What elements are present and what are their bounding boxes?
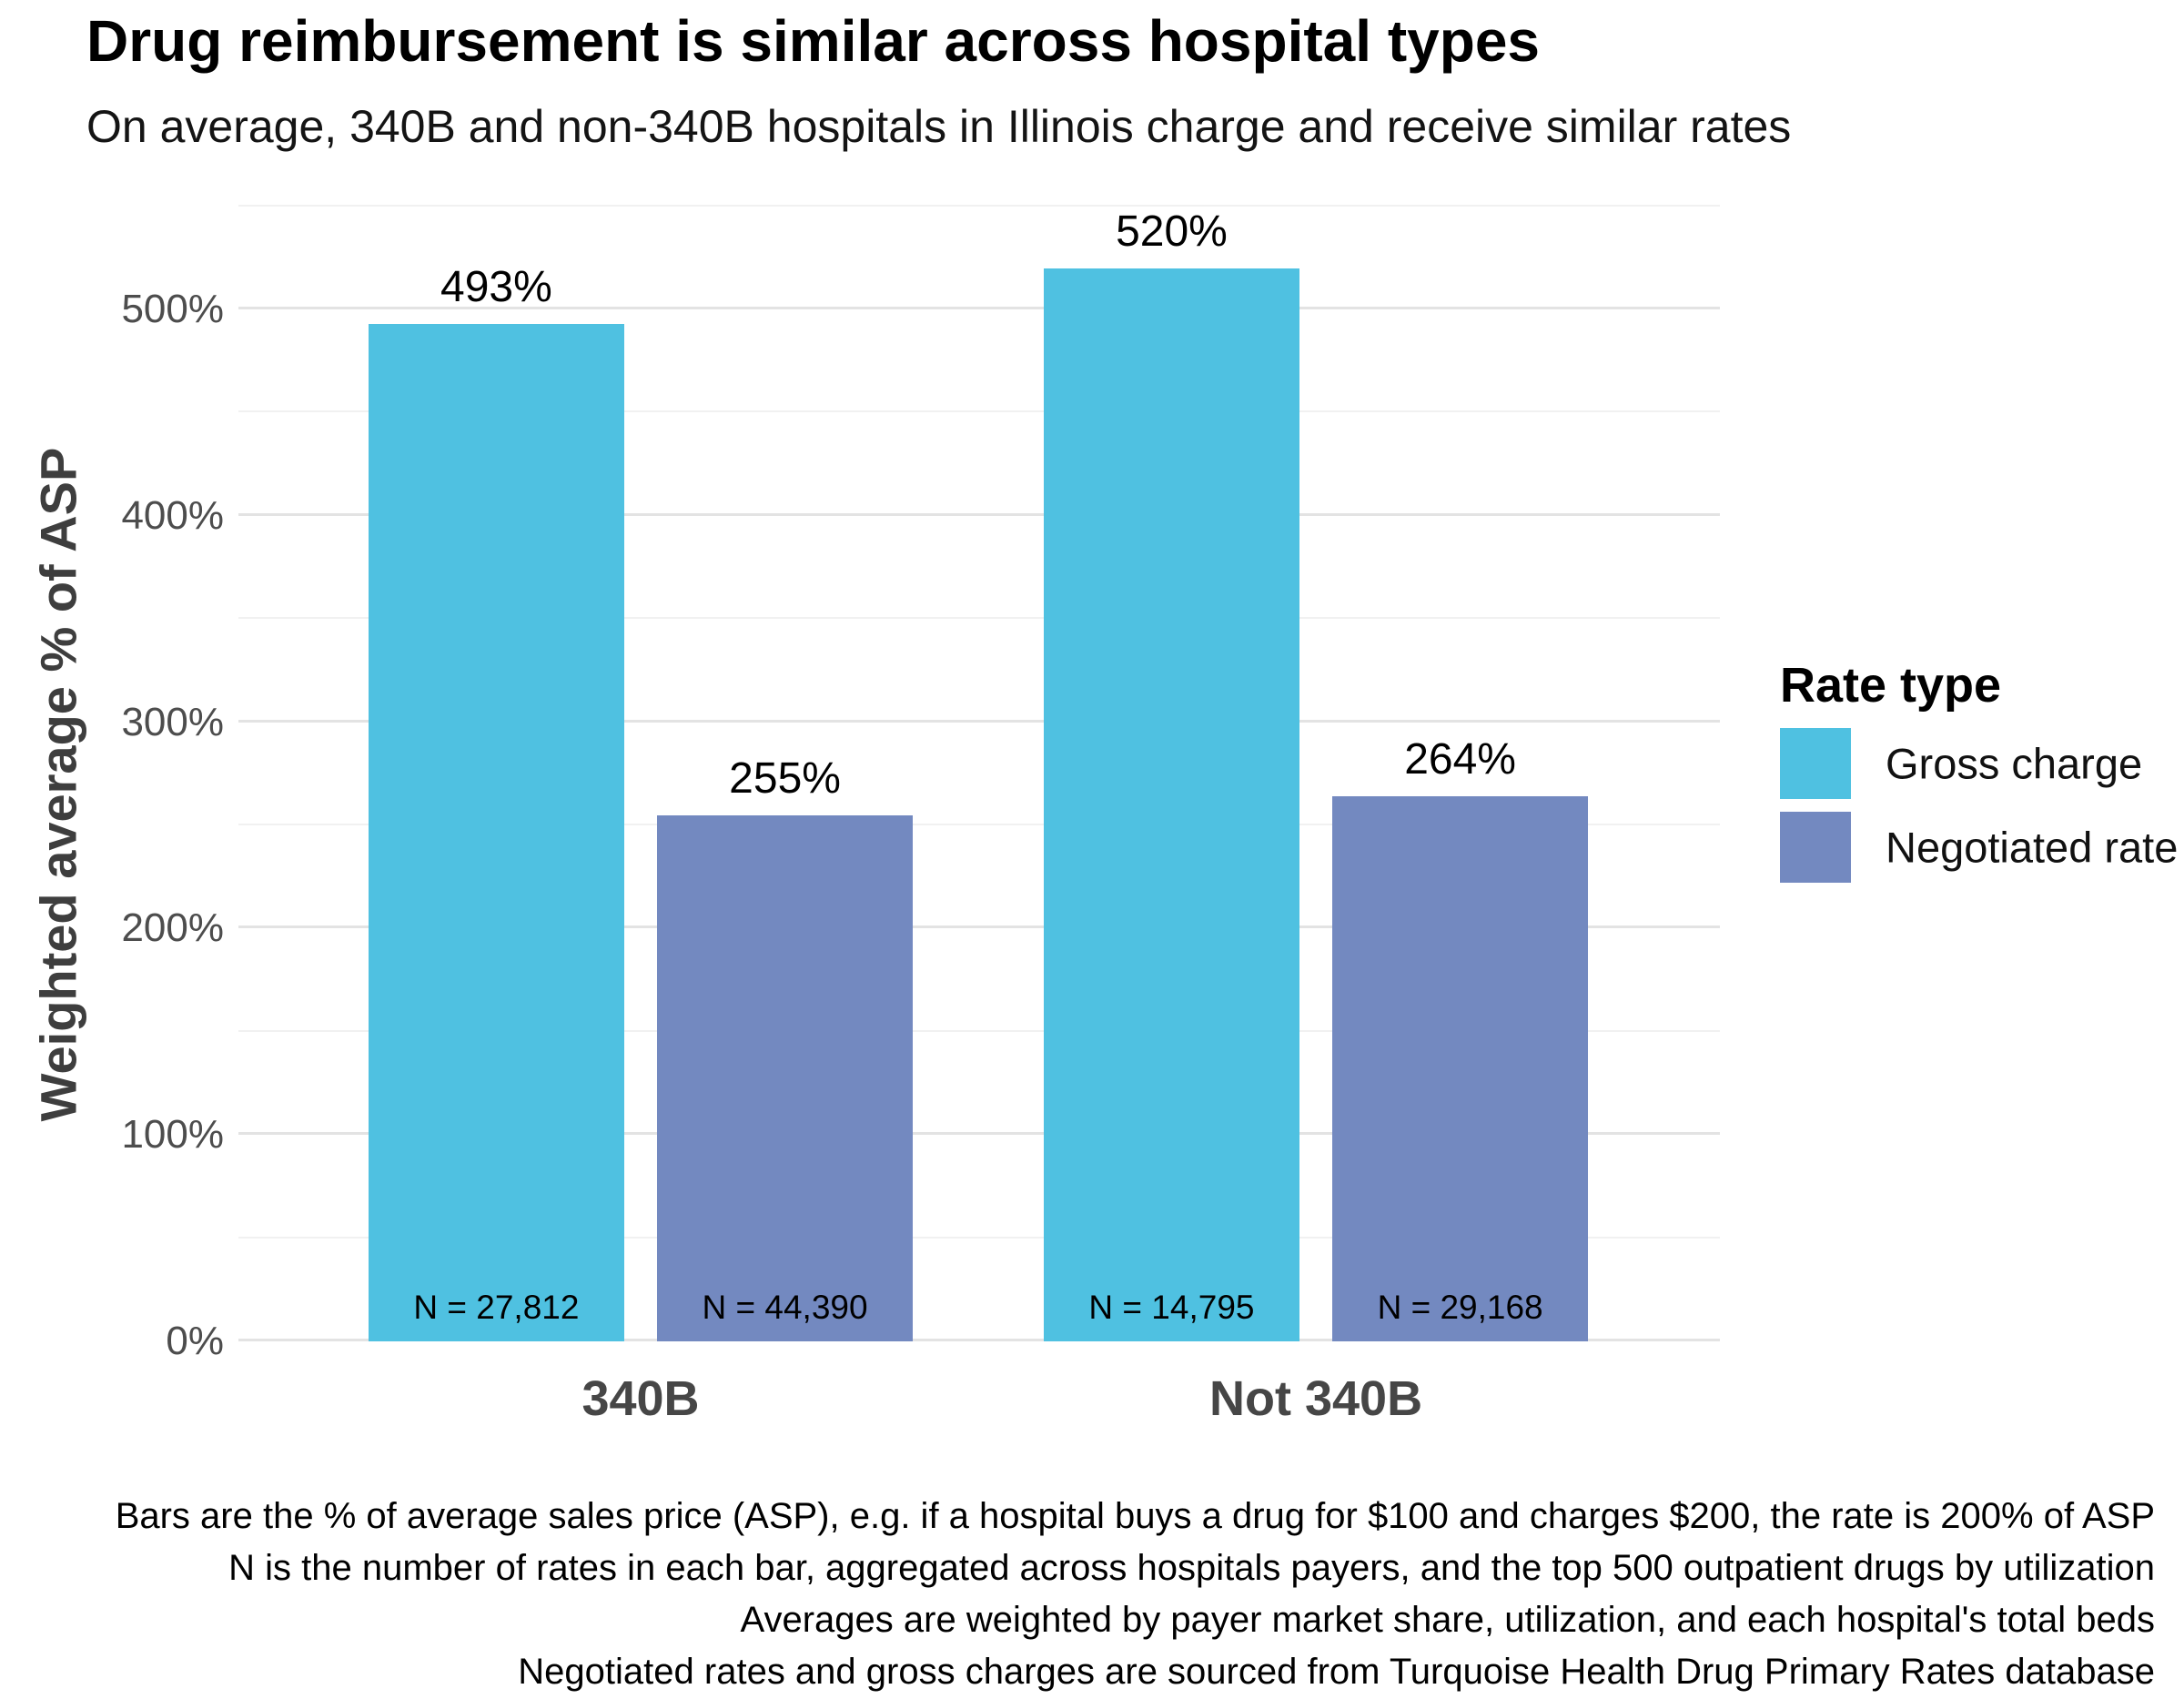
bar-value-label: 255%: [729, 753, 841, 803]
bar-n-label: N = 14,795: [1088, 1289, 1255, 1326]
chart-subtitle: On average, 340B and non-340B hospitals …: [86, 101, 1792, 152]
legend-title: Rate type: [1780, 658, 2002, 713]
gridline-major: [238, 925, 1720, 929]
gridline-major: [238, 1339, 1720, 1341]
gridline-major: [238, 307, 1720, 310]
legend-swatch-negotiated-rate: [1780, 812, 1851, 883]
gridline-minor: [238, 1029, 1720, 1032]
caption: Bars are the % of average sales price (A…: [116, 1491, 2155, 1698]
bar-gross-charge-not-340b: N = 14,795: [1043, 268, 1299, 1341]
gridline-minor: [238, 824, 1720, 826]
bar-value-label: 264%: [1404, 735, 1516, 784]
bar-negotiated-rate-340b: N = 44,390: [657, 814, 914, 1341]
gridline-minor: [238, 1236, 1720, 1239]
bar-value-label: 493%: [440, 262, 552, 311]
gridline-major: [238, 1132, 1720, 1136]
caption-line: Bars are the % of average sales price (A…: [115, 1496, 2155, 1536]
bar-gross-charge-340b: N = 27,812: [368, 323, 624, 1341]
bar-n-label: N = 29,168: [1377, 1289, 1543, 1326]
chart-title: Drug reimbursement is similar across hos…: [86, 8, 1540, 74]
gridline-major: [238, 512, 1720, 516]
gridline-minor: [238, 204, 1720, 207]
legend-label: Gross charge: [1886, 739, 2143, 788]
y-tick-label: 200%: [121, 905, 224, 951]
bar-value-label: 520%: [1116, 207, 1228, 256]
y-tick-label: 400%: [121, 492, 224, 538]
caption-line: Averages are weighted by payer market sh…: [740, 1600, 2155, 1640]
y-tick-label: 0%: [166, 1319, 224, 1363]
y-axis-tick-labels: 0% 100% 200% 300% 400% 500%: [0, 155, 224, 1363]
y-tick-label: 100%: [121, 1112, 224, 1158]
legend-label: Negotiated rate: [1886, 823, 2179, 872]
gridline-major: [238, 719, 1720, 723]
x-axis-label-not-340b: Not 340B: [1209, 1371, 1423, 1426]
y-tick-label: 500%: [121, 287, 224, 332]
caption-line: Negotiated rates and gross charges are s…: [518, 1652, 2155, 1692]
bar-n-label: N = 44,390: [702, 1289, 868, 1326]
y-tick-label: 300%: [121, 699, 224, 744]
bar-negotiated-rate-not-340b: N = 29,168: [1332, 796, 1589, 1341]
x-axis-label-340b: 340B: [581, 1371, 700, 1426]
bar-n-label: N = 27,812: [413, 1289, 580, 1326]
gridline-minor: [238, 410, 1720, 413]
gridline-minor: [238, 617, 1720, 620]
legend-swatch-gross-charge: [1780, 728, 1851, 799]
plot-panel: N = 27,812 N = 14,795 N = 44,390 N = 29,168: [238, 155, 1720, 1341]
caption-line: N is the number of rates in each bar, ag…: [228, 1548, 2155, 1588]
